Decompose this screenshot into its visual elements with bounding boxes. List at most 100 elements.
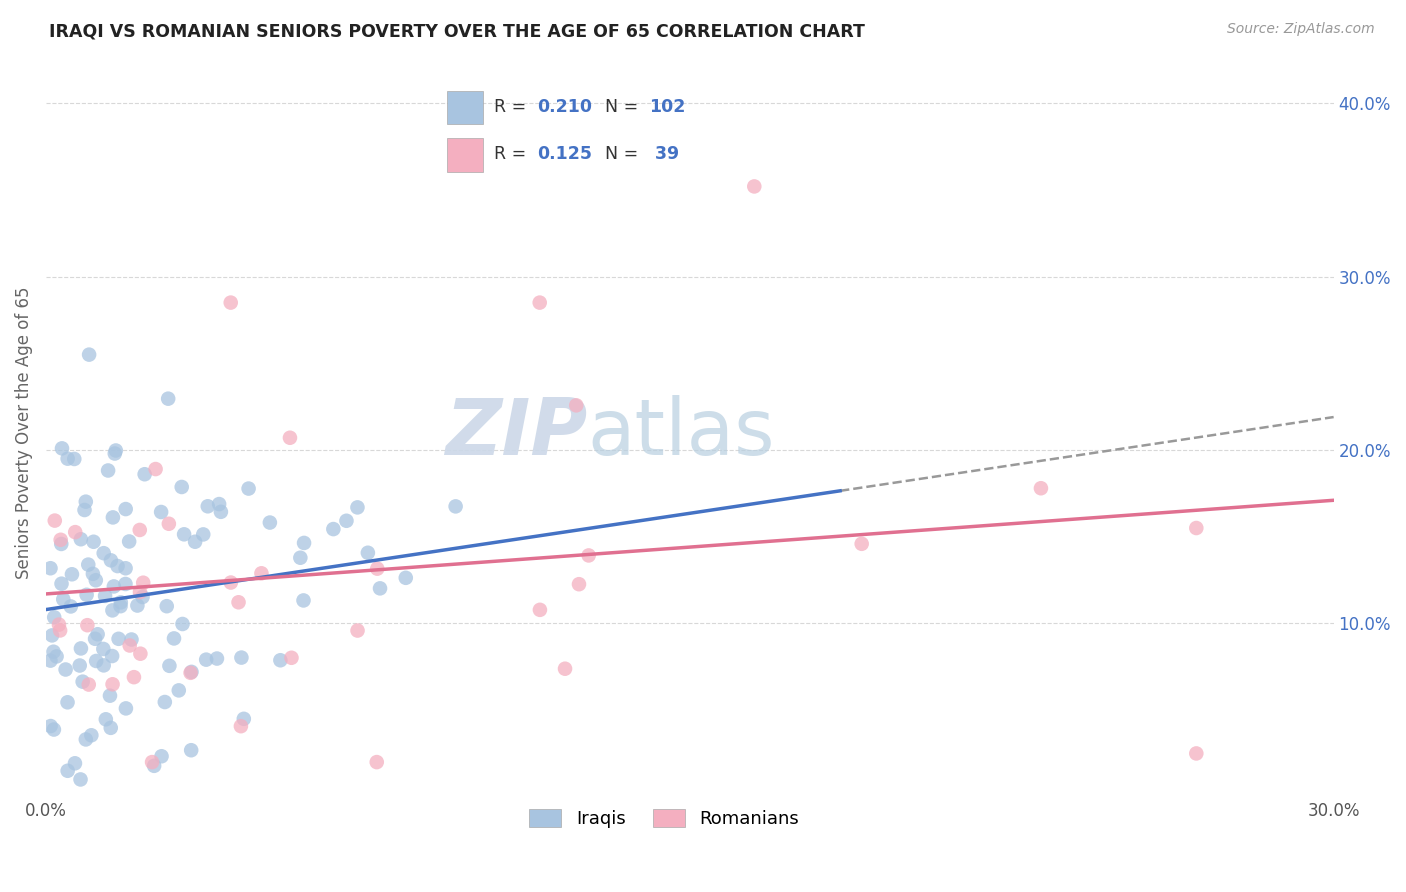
Point	[44, 610, 66, 624]
Point	[195, 653, 218, 667]
Point	[357, 546, 380, 560]
Point	[51, 537, 73, 551]
Point	[131, 590, 153, 604]
Point	[322, 522, 344, 536]
Point	[77, 677, 100, 691]
Point	[75, 494, 97, 508]
Point	[228, 595, 250, 609]
Point	[129, 585, 152, 599]
Point	[44, 514, 66, 528]
Point	[145, 462, 167, 476]
Point	[49, 533, 72, 547]
Point	[180, 665, 202, 679]
Point	[101, 677, 124, 691]
Point	[565, 398, 588, 412]
Point	[104, 443, 127, 458]
Point	[742, 179, 765, 194]
Point	[290, 550, 312, 565]
Y-axis label: Seniors Poverty Over the Age of 65: Seniors Poverty Over the Age of 65	[15, 286, 32, 579]
Point	[153, 695, 176, 709]
Point	[70, 641, 93, 656]
Point	[93, 642, 115, 657]
Point	[173, 527, 195, 541]
Point	[292, 536, 315, 550]
Point	[101, 603, 124, 617]
Legend: Iraqis, Romanians: Iraqis, Romanians	[522, 801, 807, 835]
Point	[118, 639, 141, 653]
Point	[41, 628, 63, 642]
Point	[76, 588, 98, 602]
Point	[118, 534, 141, 549]
Point	[49, 624, 72, 638]
Point	[100, 553, 122, 567]
Point	[269, 653, 291, 667]
Point	[75, 732, 97, 747]
Point	[280, 650, 302, 665]
Point	[59, 599, 82, 614]
Point	[52, 592, 75, 607]
Point	[157, 658, 180, 673]
Point	[529, 295, 551, 310]
Point	[39, 719, 62, 733]
Point	[107, 632, 129, 646]
Point	[346, 500, 368, 515]
Point	[368, 582, 391, 596]
Point	[51, 576, 73, 591]
Point	[150, 749, 173, 764]
Point	[1185, 747, 1208, 761]
Point	[366, 755, 388, 769]
Point	[208, 497, 231, 511]
Point	[56, 695, 79, 709]
Text: Source: ZipAtlas.com: Source: ZipAtlas.com	[1227, 22, 1375, 37]
Point	[568, 577, 591, 591]
Point	[259, 516, 281, 530]
Point	[107, 559, 129, 574]
Point	[219, 295, 242, 310]
Point	[42, 723, 65, 737]
Point	[104, 446, 127, 460]
Text: ZIP: ZIP	[444, 394, 586, 471]
Point	[80, 728, 103, 742]
Point	[70, 533, 93, 547]
Point	[63, 452, 86, 467]
Point	[163, 632, 186, 646]
Point	[103, 579, 125, 593]
Point	[110, 599, 132, 614]
Point	[48, 617, 70, 632]
Point	[100, 721, 122, 735]
Point	[115, 701, 138, 715]
Point	[84, 654, 107, 668]
Point	[250, 566, 273, 581]
Point	[167, 683, 190, 698]
Point	[122, 670, 145, 684]
Point	[554, 662, 576, 676]
Point	[1185, 521, 1208, 535]
Point	[156, 599, 179, 614]
Point	[77, 348, 100, 362]
Point	[76, 618, 98, 632]
Point	[56, 764, 79, 778]
Point	[63, 525, 86, 540]
Point	[209, 505, 232, 519]
Text: atlas: atlas	[586, 394, 775, 471]
Point	[101, 648, 124, 663]
Point	[231, 650, 253, 665]
Point	[229, 719, 252, 733]
Point	[60, 567, 83, 582]
Point	[193, 527, 215, 541]
Point	[42, 645, 65, 659]
Point	[93, 546, 115, 560]
Point	[51, 442, 73, 456]
Point	[69, 772, 91, 787]
Point	[278, 431, 301, 445]
Point	[94, 712, 117, 726]
Point	[73, 503, 96, 517]
Point	[84, 574, 107, 588]
Point	[184, 534, 207, 549]
Point	[63, 756, 86, 771]
Point	[82, 566, 104, 581]
Point	[55, 663, 77, 677]
Point	[121, 632, 143, 647]
Point	[346, 624, 368, 638]
Point	[84, 632, 107, 646]
